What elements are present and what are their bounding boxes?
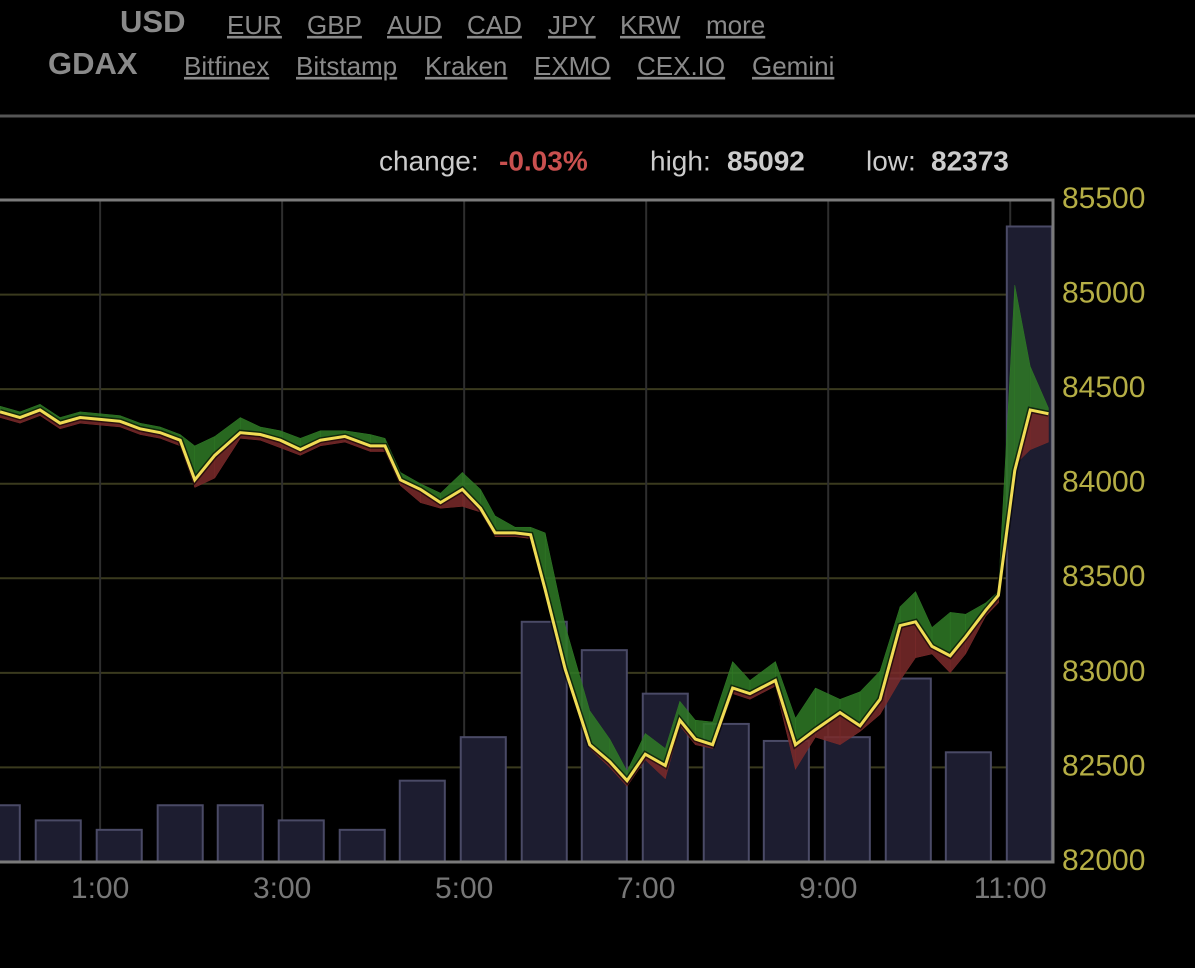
y-tick-label: 82000 [1062,844,1145,877]
x-tick-label: 9:00 [799,872,857,905]
x-tick-label: 3:00 [253,872,311,905]
volume-bar [277,819,325,862]
exchange-current: GDAX [48,46,138,81]
currency-link[interactable]: GBP [307,10,362,40]
exchange-link[interactable]: EXMO [534,51,611,81]
x-tick-label: 5:00 [435,872,493,905]
exchange-link[interactable]: Bitfinex [184,51,269,81]
currency-link[interactable]: JPY [548,10,596,40]
plot-area [0,200,1053,862]
high-value: 85092 [727,145,805,176]
volume-bar [398,779,446,862]
volume-bar [34,819,82,862]
currency-link[interactable]: more [706,10,765,40]
volume-bar [762,739,810,862]
volume-bar [884,677,932,862]
y-tick-label: 85500 [1062,182,1145,215]
x-tick-label: 1:00 [71,872,129,905]
volume-bar [459,736,507,862]
y-tick-label: 84500 [1062,371,1145,404]
volume-bar [216,804,264,862]
x-tick-label: 11:00 [974,872,1047,905]
y-tick-label: 85000 [1062,276,1145,309]
exchange-link[interactable]: Kraken [425,51,507,81]
volume-bar [520,620,568,862]
volume-bar [0,804,21,862]
volume-bar [156,804,204,862]
change-value: -0.03% [499,145,588,176]
high-label: high: [650,145,711,176]
exchange-link[interactable]: Gemini [752,51,834,81]
exchange-link[interactable]: Bitstamp [296,51,397,81]
price-line [0,408,1049,784]
change-label: change: [379,145,479,176]
x-tick-label: 7:00 [617,872,675,905]
y-tick-label: 83500 [1062,560,1145,593]
volume-bar [944,751,992,862]
currency-link[interactable]: KRW [620,10,681,40]
y-tick-label: 84000 [1062,466,1145,499]
currency-link[interactable]: EUR [227,10,282,40]
y-tick-label: 83000 [1062,655,1145,688]
currency-link[interactable]: AUD [387,10,442,40]
plot-frame [0,198,1055,864]
volume-bar [823,736,871,862]
volume-bar [95,828,143,862]
volume-bar [702,722,750,862]
y-tick-label: 82500 [1062,749,1145,782]
volume-bar [338,828,386,862]
currency-current: USD [120,4,185,39]
low-value: 82373 [931,145,1009,176]
exchange-link[interactable]: CEX.IO [637,51,725,81]
low-label: low: [866,145,916,176]
low-band [899,621,916,682]
currency-link[interactable]: CAD [467,10,522,40]
